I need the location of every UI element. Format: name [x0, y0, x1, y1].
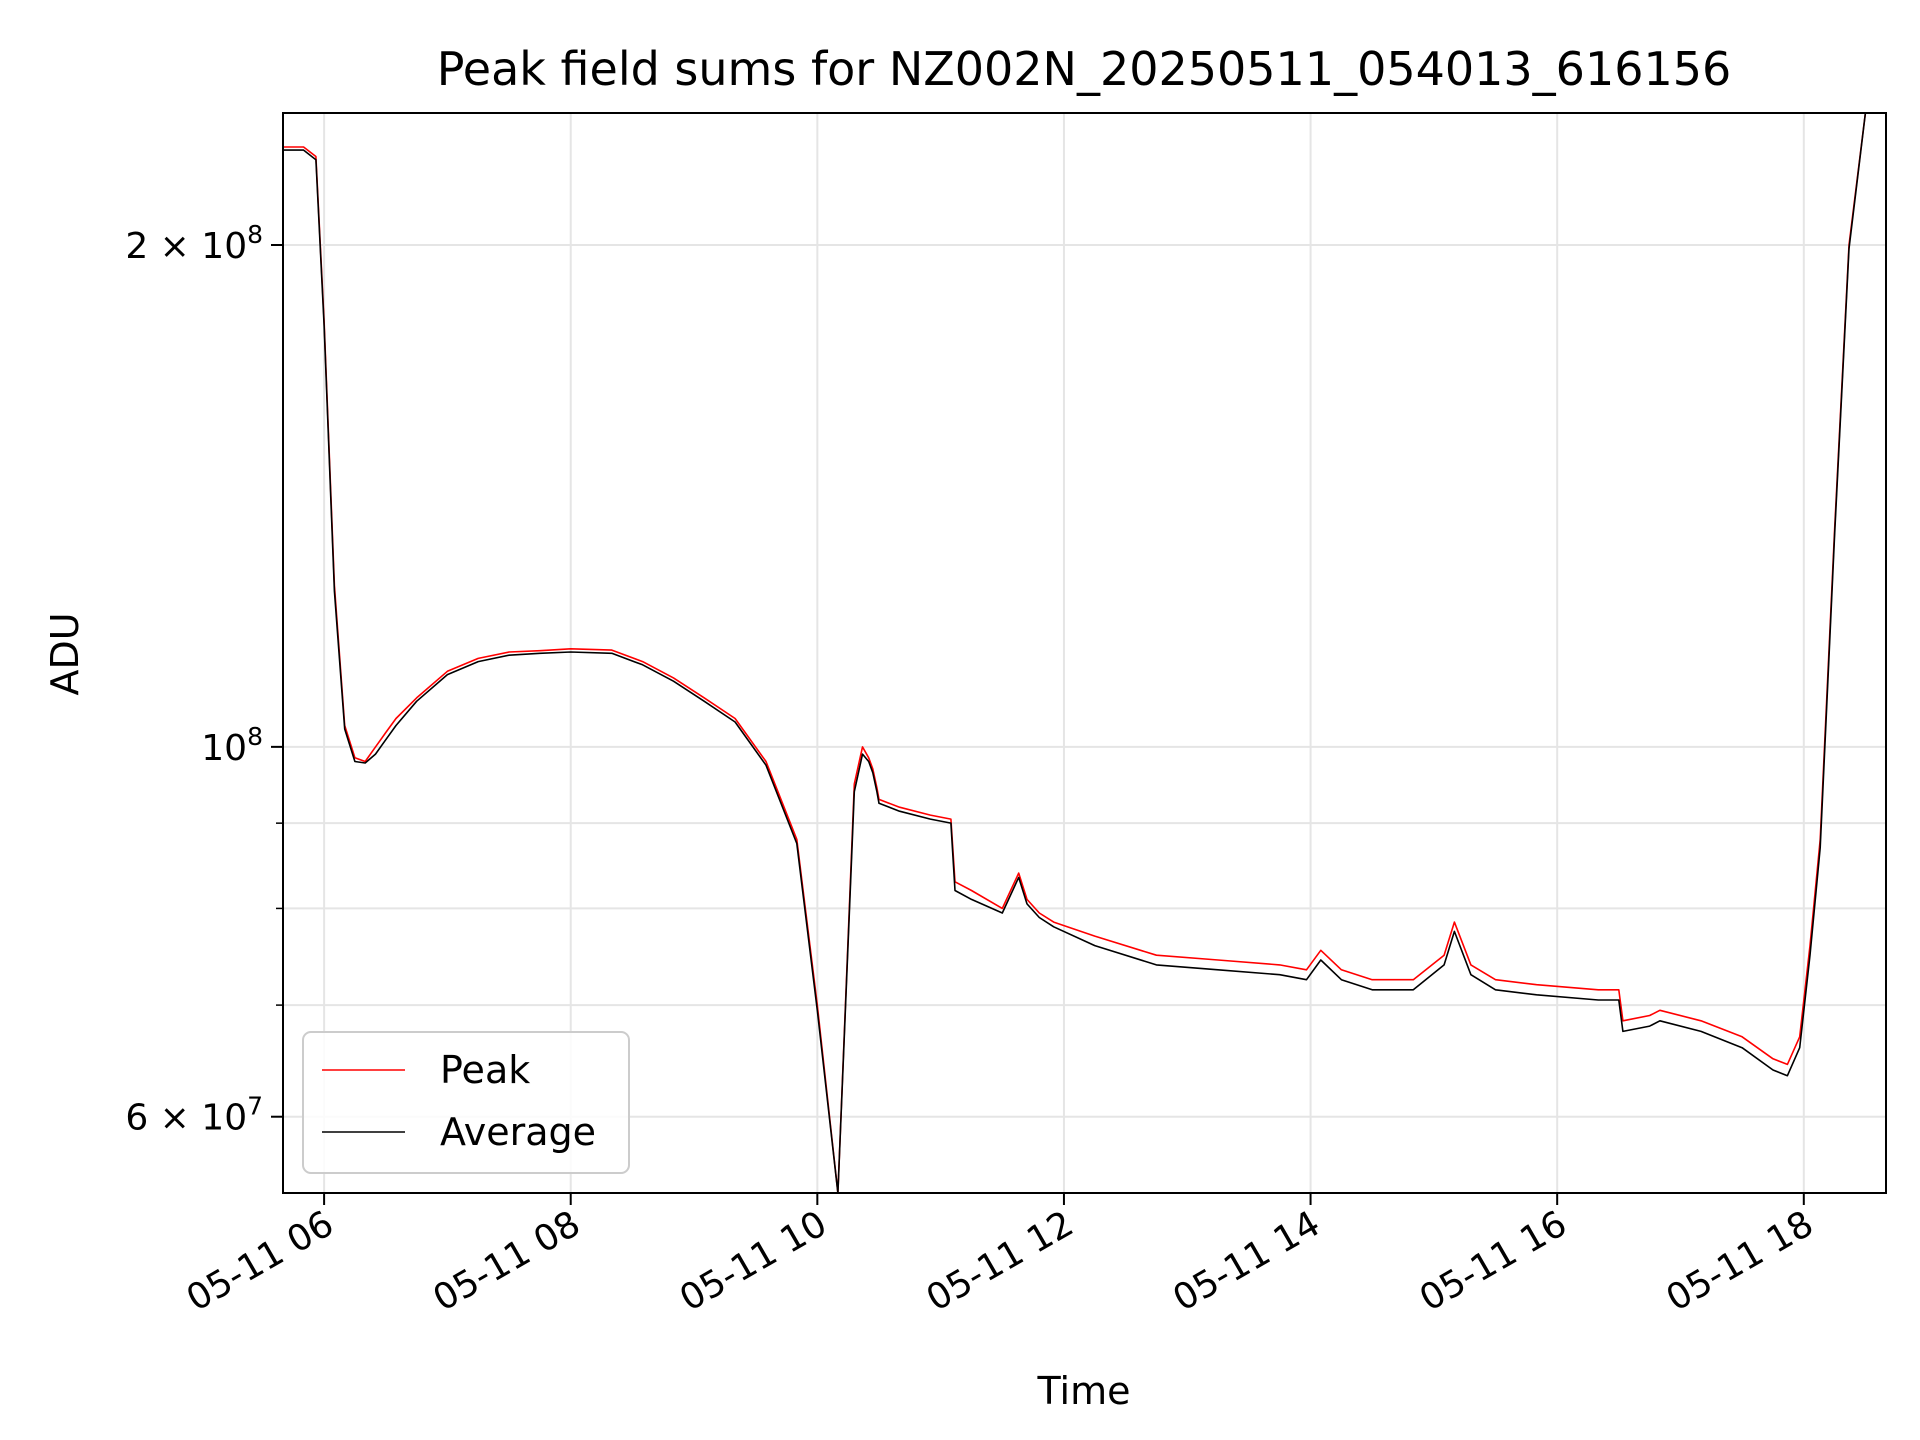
peak-series-line — [283, 112, 1886, 1194]
y-tick-label: 2 × 108 — [125, 220, 263, 267]
legend-label-average: Average — [440, 1110, 596, 1154]
y-axis-label: ADU — [43, 612, 87, 695]
plot-frame — [282, 112, 1887, 1194]
legend-label-peak: Peak — [440, 1048, 530, 1092]
legend-box — [302, 1031, 630, 1174]
y-tick-label: 6 × 107 — [125, 1092, 263, 1139]
average-series-line — [283, 112, 1886, 1194]
series-lines — [283, 112, 1886, 1194]
chart-title: Peak field sums for NZ002N_20250511_0540… — [437, 42, 1732, 96]
x-axis-label: Time — [1037, 1369, 1131, 1413]
legend: Peak Average — [302, 1031, 630, 1174]
